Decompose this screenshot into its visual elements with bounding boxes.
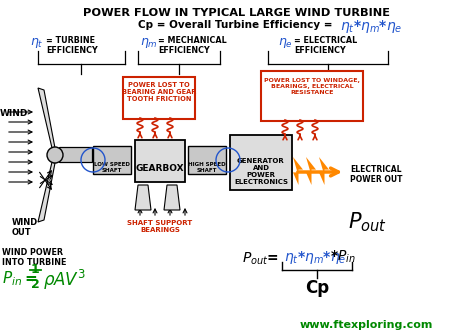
FancyBboxPatch shape (123, 77, 195, 119)
Text: $\eta_t$: $\eta_t$ (30, 36, 44, 50)
Text: SHAFT SUPPORT
BEARINGS: SHAFT SUPPORT BEARINGS (128, 220, 192, 233)
Text: ELECTRICAL
POWER OUT: ELECTRICAL POWER OUT (350, 165, 402, 184)
Circle shape (47, 147, 63, 163)
Text: $P_{out}$: $P_{out}$ (348, 210, 387, 234)
FancyBboxPatch shape (261, 71, 363, 121)
FancyBboxPatch shape (230, 135, 292, 190)
Polygon shape (164, 185, 180, 210)
Text: = TURBINE
EFFICIENCY: = TURBINE EFFICIENCY (46, 36, 98, 55)
Text: POWER FLOW IN TYPICAL LARGE WIND TURBINE: POWER FLOW IN TYPICAL LARGE WIND TURBINE (83, 8, 391, 18)
Text: www.ftexploring.com: www.ftexploring.com (300, 320, 433, 330)
Text: Cp: Cp (305, 279, 329, 297)
Text: = MECHANICAL
EFFICIENCY: = MECHANICAL EFFICIENCY (158, 36, 227, 55)
Text: *$P_{in}$: *$P_{in}$ (330, 249, 356, 265)
Text: HIGH SPEED
SHAFT: HIGH SPEED SHAFT (188, 162, 226, 173)
Polygon shape (54, 153, 75, 157)
Text: LOW SPEED
SHAFT: LOW SPEED SHAFT (94, 162, 130, 173)
Text: GEARBOX: GEARBOX (136, 164, 184, 173)
Text: WIND
OUT: WIND OUT (12, 218, 38, 238)
Text: POWER LOST TO WINDAGE,
BEARINGS, ELECTRICAL
RESISTANCE: POWER LOST TO WINDAGE, BEARINGS, ELECTRI… (264, 78, 360, 95)
Polygon shape (38, 88, 55, 148)
FancyBboxPatch shape (93, 146, 131, 174)
Text: $P_{in}$: $P_{in}$ (2, 269, 22, 288)
Polygon shape (306, 157, 316, 185)
Text: GENERATOR
AND
POWER
ELECTRONICS: GENERATOR AND POWER ELECTRONICS (234, 158, 288, 185)
FancyBboxPatch shape (135, 140, 185, 182)
Text: $\rho AV^3$: $\rho AV^3$ (43, 268, 86, 292)
Text: $\eta_t$*$\eta_m$*$\eta_e$: $\eta_t$*$\eta_m$*$\eta_e$ (340, 18, 402, 35)
Text: $\eta_m$: $\eta_m$ (140, 36, 158, 50)
Text: POWER LOST TO
BEARING AND GEAR
TOOTH FRICTION: POWER LOST TO BEARING AND GEAR TOOTH FRI… (122, 82, 196, 102)
Text: $\eta_t$*$\eta_m$*$\eta_e$: $\eta_t$*$\eta_m$*$\eta_e$ (284, 249, 346, 266)
Text: =: = (24, 271, 37, 286)
Polygon shape (135, 185, 151, 210)
Text: 2: 2 (31, 278, 39, 291)
Text: WIND: WIND (0, 109, 28, 118)
FancyBboxPatch shape (188, 146, 226, 174)
FancyBboxPatch shape (60, 148, 92, 163)
Polygon shape (38, 162, 55, 222)
Text: = ELECTRICAL
EFFICIENCY: = ELECTRICAL EFFICIENCY (294, 36, 357, 55)
Polygon shape (293, 157, 303, 185)
Text: $P_{out}$=: $P_{out}$= (242, 251, 279, 267)
Text: $\eta_e$: $\eta_e$ (278, 36, 293, 50)
Polygon shape (319, 157, 329, 185)
Text: WIND POWER
INTO TURBINE: WIND POWER INTO TURBINE (2, 248, 66, 267)
Text: Cp = Overall Turbine Efficiency =: Cp = Overall Turbine Efficiency = (138, 20, 336, 30)
Text: 1: 1 (31, 263, 39, 276)
